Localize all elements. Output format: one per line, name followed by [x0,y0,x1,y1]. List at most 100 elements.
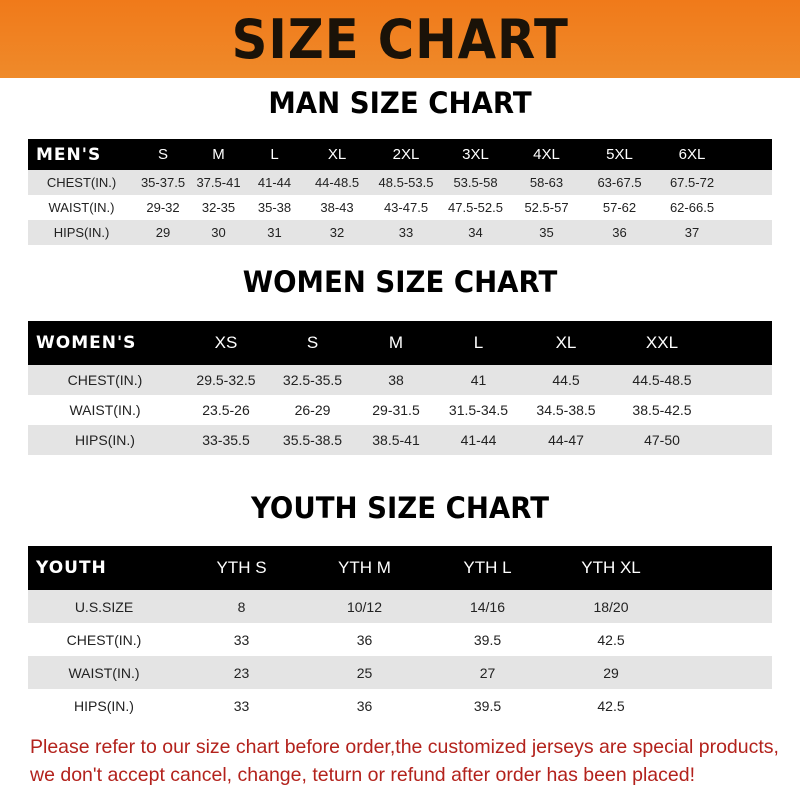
table-cell: 32-35 [201,200,236,215]
table-row: U.S.SIZE 8 10/12 14/16 18/20 [28,590,772,623]
table-row: CHEST(IN.) 33 36 39.5 42.5 [28,623,772,656]
table-cell: 14/16 [469,598,506,615]
table-cell: 48.5-53.5 [378,175,434,190]
table-cell: 18/20 [593,598,629,615]
table-row: WAIST(IN.) 29-32 32-35 35-38 38-43 43-47.5 47.… [28,195,772,220]
banner: SIZE CHART [0,0,800,78]
table-cell: 39.5 [473,697,502,714]
size-header-cell: 3XL [462,146,489,163]
size-header-cell: S [157,146,168,163]
table-cell: 26-29 [294,402,331,418]
order-notice: Please refer to our size chart before or… [30,736,779,786]
table-cell: 29-31.5 [372,402,420,418]
table-cell: 29-32 [146,200,180,215]
size-header-cell: 6XL [678,146,706,163]
table-cell: 47.5-52.5 [448,200,503,215]
table-cell: 41-44 [460,432,497,448]
table-cell: 36 [356,631,373,648]
size-header-cell: YTH L [463,558,512,577]
table-cell: 23.5-26 [202,402,250,418]
table-row: CHEST(IN.) 29.5-32.5 32.5-35.5 38 41 44.5 44.5… [28,365,772,395]
size-header-cell: S [306,333,319,352]
row-label: CHEST(IN.) [66,631,142,648]
table-cell: 29.5-32.5 [196,372,256,388]
table-cell: 29 [155,225,171,240]
table-cell: 57-62 [602,200,637,215]
table-row: CHEST(IN.) 35-37.5 37.5-41 41-44 44-48.5 48.5… [28,170,772,195]
women-section-title: WOMEN SIZE CHART [242,265,558,299]
table-cell: 32.5-35.5 [282,372,343,388]
table-cell: 42.5 [597,631,625,648]
table-cell: 44.5-48.5 [632,372,692,388]
table-cell: 38.5-41 [372,432,420,448]
table-cell: 37.5-41 [196,175,241,190]
size-header-cell: XS [214,333,238,352]
table-cell: 27 [479,664,496,681]
row-label: HIPS(IN.) [74,697,134,714]
table-cell: 35-37.5 [140,175,186,190]
table-row: HIPS(IN.) 33 36 39.5 42.5 [28,689,772,722]
size-header-cell: YTH M [338,558,391,577]
table-header-row: MEN'S S M L XL 2XL 3XL 4XL 5XL 6XL [28,139,772,170]
table-cell: 44.5 [552,372,580,388]
youth-size-table: YOUTH YTH S YTH M YTH L YTH XL U.S.SIZE 8 10/12… [28,546,772,722]
table-cell: 35-38 [257,200,292,215]
row-label: HIPS(IN.) [53,225,110,240]
table-cell: 35 [539,225,554,240]
table-header-row: YOUTH YTH S YTH M YTH L YTH XL [28,546,772,590]
table-cell: 52.5-57 [524,200,569,215]
size-header-cell: L [270,146,279,163]
women-size-table: WOMEN'S XS S M L XL XXL CHEST(IN.) 29.5-32.5 32.5… [28,321,772,455]
table-cell: 63-67.5 [597,175,642,190]
table-header-row: WOMEN'S XS S M L XL XXL [28,321,772,365]
table-cell: 33-35.5 [202,432,250,448]
table-cell: 36 [356,697,373,714]
row-label: HIPS(IN.) [75,432,135,448]
table-cell: 41 [470,372,487,388]
table-cell: 58-63 [529,175,564,190]
size-header-cell: M [388,333,404,352]
banner-title: SIZE CHART [231,7,569,71]
table-cell: 43-47.5 [383,200,429,215]
row-label: U.S.SIZE [74,598,134,615]
size-header-cell: XXL [645,333,679,352]
men-section-title: MAN SIZE CHART [268,86,532,120]
table-cell: 35.5-38.5 [282,432,343,448]
table-cell: 34 [468,225,483,240]
table-cell: 31.5-34.5 [448,402,509,418]
table-cell: 10/12 [346,598,383,615]
table-cell: 30 [211,225,226,240]
table-cell: 23 [233,664,250,681]
size-header-cell: L [473,333,484,352]
table-row: WAIST(IN.) 23 25 27 29 [28,656,772,689]
table-cell: 47-50 [644,432,680,448]
table-cell: 33 [233,697,250,714]
table-cell: 36 [612,225,627,240]
table-title-cell: WOMEN'S [36,333,137,353]
size-header-cell: XL [327,146,347,163]
size-header-cell: YTH S [216,558,267,577]
table-title-cell: YOUTH [36,558,107,578]
table-cell: 34.5-38.5 [536,402,596,418]
size-header-cell: 5XL [606,146,633,163]
table-cell: 67.5-72 [669,175,715,190]
table-cell: 33 [398,225,414,240]
table-cell: 8 [237,598,246,615]
youth-section-title: YOUTH SIZE CHART [250,491,550,525]
table-title-cell: MEN'S [36,144,102,165]
size-header-cell: XL [555,333,577,352]
table-cell: 37 [684,225,700,240]
table-cell: 31 [267,225,282,240]
table-cell: 44-47 [548,432,584,448]
table-cell: 44-48.5 [314,175,360,190]
table-cell: 33 [233,631,250,648]
table-cell: 38 [388,372,404,388]
size-header-cell: M [212,146,225,163]
table-cell: 29 [603,664,619,681]
size-header-cell: 2XL [392,146,420,163]
row-label: CHEST(IN.) [67,372,143,388]
table-cell: 62-66.5 [669,200,715,215]
size-header-cell: 4XL [533,146,560,163]
size-header-cell: YTH XL [581,558,641,577]
table-cell: 41-44 [257,175,292,190]
